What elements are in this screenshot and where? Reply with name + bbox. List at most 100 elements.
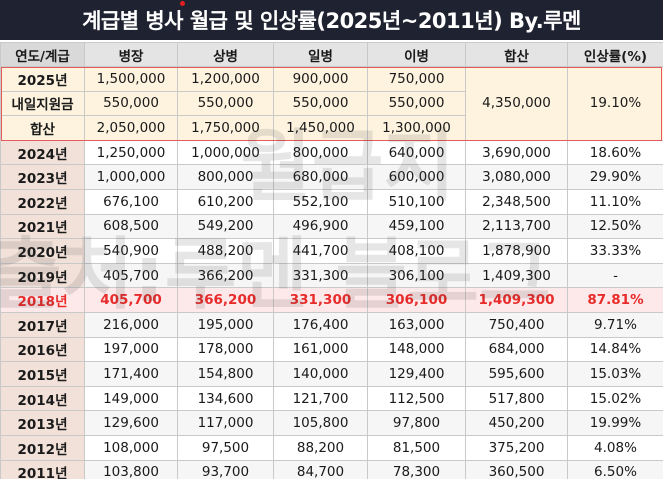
table-row-2025: 2025년 1,500,000 1,200,000 900,000 750,00… [0,66,663,141]
cell-private-first-class: 176,400 [273,311,368,338]
cell-rate: 18.60% [567,139,663,166]
table-row-support-fund: 내일지원금 550,000 550,000 550,000 550,000 [0,90,663,117]
cell-rate: 6.50% [567,459,663,479]
cell-private: 750,000 [367,66,466,92]
cell-corporal: 550,000 [177,90,274,117]
table-row: 2012년 108,000 97,500 88,200 81,500 375,200 4.0… [0,434,663,461]
cell-private: 550,000 [367,90,466,117]
cell-private-first-class: 140,000 [273,361,368,387]
cell-corporal: 366,200 [177,287,274,313]
cell-sergeant: 405,700 [84,287,178,313]
cell-sergeant: 149,000 [84,385,178,412]
cell-rate: 29.90% [567,164,663,190]
cell-private: 1,300,000 [367,115,466,141]
cell-rate: 9.71% [567,311,663,338]
cell-rate: 11.10% [567,188,663,215]
page-title: 계급별 병사 월급 및 인상률(2025년~2011년) By.루멘 [0,0,663,40]
table-row: 2014년 149,000 134,600 121,700 112,500 517,800… [0,385,663,412]
cell-private: 163,000 [367,311,466,338]
cell-rate: 4.08% [567,434,663,461]
header-private-first-class: 일병 [273,42,368,67]
red-dot-marker [180,1,185,6]
table-body: 2025년 1,500,000 1,200,000 900,000 750,00… [0,66,663,479]
cell-private: 600,000 [367,164,466,190]
cell-sergeant: 103,800 [84,459,178,479]
table-row: 2022년 676,100 610,200 552,100 510,100 2,348,5… [0,188,663,215]
row-year: 2023년 [0,164,85,190]
title-text: 계급별 병사 월급 및 인상률(2025년~2011년) By.루멘 [82,9,581,33]
cell-total: 375,200 [465,434,568,461]
cell-sergeant: 676,100 [84,188,178,215]
row-label: 합산 [0,115,85,141]
header-year-rank: 연도/계급 [0,42,85,67]
row-year: 2022년 [0,188,85,215]
cell-sergeant: 550,000 [84,90,178,117]
cell-sergeant: 171,400 [84,361,178,387]
cell-total: 360,500 [465,459,568,479]
cell-private-first-class: 680,000 [273,164,368,190]
cell-corporal: 97,500 [177,434,274,461]
cell-total: 1,409,300 [465,287,568,313]
cell-corporal: 1,750,000 [177,115,274,141]
cell-sergeant: 129,600 [84,410,178,436]
cell-private: 640,000 [367,139,466,166]
cell-private-first-class: 105,800 [273,410,368,436]
cell-private: 306,100 [367,262,466,289]
cell-sergeant: 1,500,000 [84,66,178,92]
row-year: 2020년 [0,238,85,264]
cell-rate: - [567,262,663,289]
row-label: 2025년 [0,66,85,92]
cell-private-first-class: 84,700 [273,459,368,479]
cell-total: 1,409,300 [465,262,568,289]
row-label: 내일지원금 [0,90,85,117]
row-year: 2017년 [0,311,85,338]
row-year: 2016년 [0,336,85,363]
table-row: 2017년 216,000 195,000 176,400 163,000 750,400… [0,311,663,338]
cell-private: 510,100 [367,188,466,215]
cell-private: 78,300 [367,459,466,479]
row-year: 2021년 [0,213,85,240]
cell-private-first-class: 800,000 [273,139,368,166]
cell-corporal: 154,800 [177,361,274,387]
header-corporal: 상병 [177,42,274,67]
table-row: 2024년 1,250,000 1,000,000 800,000 640,000 3,6… [0,139,663,166]
header-sergeant: 병장 [84,42,178,67]
header-increase-rate: 인상률(%) [567,42,663,67]
row-year: 2024년 [0,139,85,166]
row-year: 2013년 [0,410,85,436]
cell-rate-2025: 19.10% [567,66,663,141]
cell-sergeant: 2,050,000 [84,115,178,141]
cell-total: 450,200 [465,410,568,436]
cell-rate: 33.33% [567,238,663,264]
cell-private: 148,000 [367,336,466,363]
cell-private: 408,100 [367,238,466,264]
cell-sergeant: 1,000,000 [84,164,178,190]
cell-private: 97,800 [367,410,466,436]
cell-sergeant: 197,000 [84,336,178,363]
cell-private: 81,500 [367,434,466,461]
row-year: 2014년 [0,385,85,412]
cell-corporal: 178,000 [177,336,274,363]
header-private: 이병 [367,42,466,67]
cell-private-first-class: 331,300 [273,287,368,313]
table-row: 2021년 608,500 549,200 496,900 459,100 2,113,7… [0,213,663,240]
cell-corporal: 117,000 [177,410,274,436]
cell-private-first-class: 331,300 [273,262,368,289]
cell-private-first-class: 552,100 [273,188,368,215]
cell-corporal: 549,200 [177,213,274,240]
cell-private-first-class: 1,450,000 [273,115,368,141]
cell-total: 595,600 [465,361,568,387]
table-row: 2023년 1,000,000 800,000 680,000 600,000 3,080… [0,164,663,190]
cell-rate: 12.50% [567,213,663,240]
cell-total: 1,878,900 [465,238,568,264]
cell-private-first-class: 900,000 [273,66,368,92]
cell-private-first-class: 121,700 [273,385,368,412]
table-row: 2019년 405,700 366,200 331,300 306,100 1,409,3… [0,262,663,289]
table-header: 연도/계급 병장 상병 일병 이병 합산 인상률(%) [0,42,663,67]
cell-total-2025: 4,350,000 [465,66,568,141]
cell-private: 306,100 [367,287,466,313]
cell-sergeant: 608,500 [84,213,178,240]
table-row: 2020년 540,900 488,200 441,700 408,100 1,878,9… [0,238,663,264]
cell-rate: 15.02% [567,385,663,412]
row-year: 2012년 [0,434,85,461]
